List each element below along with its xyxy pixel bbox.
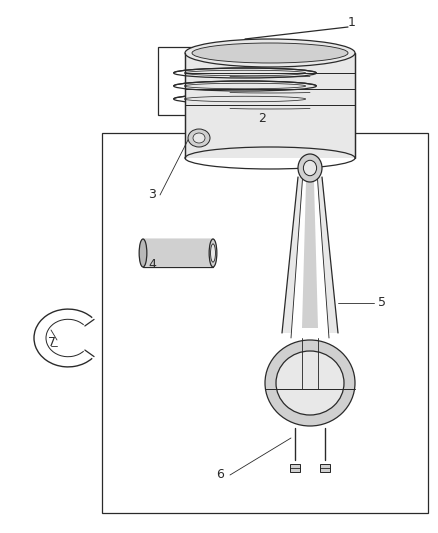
Ellipse shape: [209, 239, 217, 267]
Text: 1: 1: [348, 17, 356, 29]
Ellipse shape: [193, 133, 205, 143]
Bar: [158, 47, 332, 115]
Bar: [290, 464, 300, 472]
Ellipse shape: [192, 43, 348, 63]
Ellipse shape: [298, 154, 322, 182]
Text: 2: 2: [258, 112, 266, 125]
Polygon shape: [317, 177, 338, 333]
Ellipse shape: [139, 239, 147, 267]
Bar: [320, 464, 330, 472]
Ellipse shape: [185, 39, 355, 67]
Ellipse shape: [211, 244, 215, 262]
Polygon shape: [143, 239, 213, 267]
Ellipse shape: [276, 351, 344, 415]
Text: 4: 4: [148, 259, 156, 271]
Ellipse shape: [265, 340, 355, 426]
Polygon shape: [185, 53, 355, 158]
Text: 5: 5: [378, 296, 386, 310]
Ellipse shape: [304, 160, 317, 176]
Text: 3: 3: [148, 189, 156, 201]
Polygon shape: [282, 177, 303, 333]
Ellipse shape: [188, 129, 210, 147]
Bar: [102, 133, 428, 513]
Text: 7: 7: [48, 336, 56, 350]
Polygon shape: [302, 182, 318, 328]
Text: 6: 6: [216, 469, 224, 481]
